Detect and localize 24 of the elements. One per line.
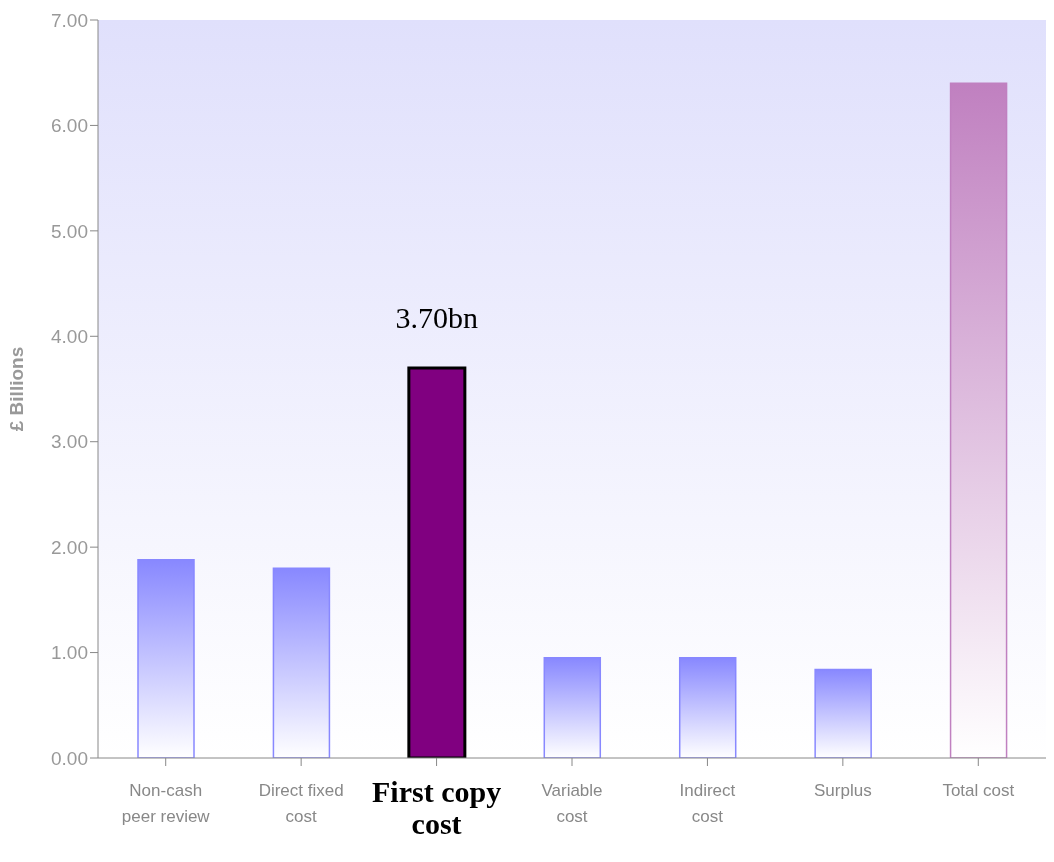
x-tick-label: Direct fixed cost xyxy=(258,781,344,826)
bar xyxy=(272,567,331,758)
y-tick-label: 2.00 xyxy=(51,536,88,558)
x-tick-label: Non-cash peer review xyxy=(121,781,211,826)
y-tick-label: 3.00 xyxy=(51,431,88,453)
bar xyxy=(814,668,872,758)
y-tick-label: 5.00 xyxy=(51,220,88,242)
y-tick-label: 4.00 xyxy=(51,326,88,348)
x-tick-label: Total cost xyxy=(942,781,1015,800)
bar xyxy=(407,366,467,758)
y-tick-label: 0.00 xyxy=(51,747,88,769)
y-axis-title: £ Billions xyxy=(5,346,27,432)
y-tick-label: 7.00 xyxy=(51,9,88,31)
y-tick-label: 1.00 xyxy=(51,642,88,664)
x-tick-label: Indirect cost xyxy=(679,781,736,826)
bar xyxy=(678,657,737,758)
x-tick-label: Surplus xyxy=(814,781,872,800)
bar xyxy=(949,82,1008,758)
bar xyxy=(543,657,602,758)
bar xyxy=(137,559,195,758)
x-tick-label: Variable cost xyxy=(541,781,603,826)
y-tick-label: 6.00 xyxy=(51,115,88,137)
x-tick-label: First copy cost xyxy=(372,775,502,840)
data-label: 3.70bn xyxy=(395,300,479,334)
